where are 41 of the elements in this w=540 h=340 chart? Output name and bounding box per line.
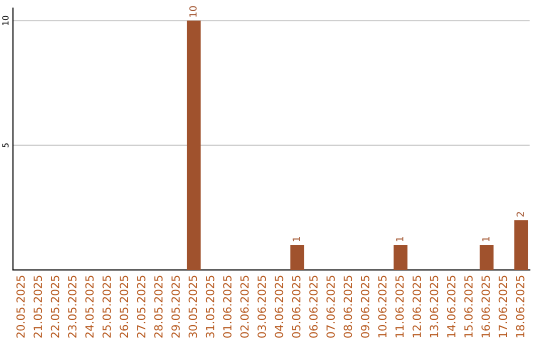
data-label: 2 (516, 212, 524, 217)
x-tick-label: 05.06.2025 (292, 276, 300, 338)
data-label: 1 (292, 236, 300, 242)
data-label: 1 (396, 236, 404, 242)
x-tick-label: 10.06.2025 (378, 276, 387, 338)
x-tick-label: 22.05.2025 (50, 276, 60, 338)
x-tick-label: 15.06.2025 (464, 276, 473, 338)
x-tick-label: 04.06.2025 (274, 276, 284, 338)
x-tick-label: 24.05.2025 (85, 276, 94, 338)
x-tick-label: 03.06.2025 (258, 276, 266, 338)
x-tick-label: 08.06.2025 (344, 276, 352, 338)
bar (394, 245, 408, 270)
x-tick-label: 30.05.2025 (188, 276, 198, 338)
x-tick-label: 31.05.2025 (206, 276, 214, 338)
x-tick-label: 14.06.2025 (447, 276, 456, 338)
bar (480, 245, 494, 270)
x-tick-label: 01.06.2025 (223, 276, 232, 338)
data-label: 1 (482, 236, 490, 242)
x-tick-label: 27.05.2025 (136, 276, 146, 338)
x-tick-label: 02.06.2025 (240, 276, 249, 338)
x-tick-label: 29.05.2025 (171, 276, 180, 338)
x-tick-label: 13.06.2025 (430, 276, 438, 338)
x-tick-label: 12.06.2025 (412, 276, 421, 338)
x-tick-label: 11.06.2025 (395, 276, 404, 338)
x-tick-label: 16.06.2025 (481, 276, 490, 338)
x-tick-label: 28.05.2025 (154, 276, 163, 338)
bar (290, 245, 304, 270)
x-tick-label: 07.06.2025 (326, 276, 335, 338)
x-tick-label: 18.06.2025 (516, 276, 524, 338)
x-tick-label: 09.06.2025 (360, 276, 370, 338)
x-tick-label: 06.06.2025 (309, 276, 318, 338)
bar (514, 220, 528, 270)
x-tick-label: 25.05.2025 (102, 276, 111, 338)
x-tick-label: 21.05.2025 (34, 276, 42, 338)
x-tick-label: 20.05.2025 (16, 276, 25, 338)
x-tick-label: 23.05.2025 (68, 276, 76, 338)
bar (186, 20, 201, 270)
y-tick-label: 5 (2, 143, 9, 148)
x-tick-label: 26.05.2025 (120, 276, 128, 338)
data-label: 10 (189, 6, 197, 17)
x-tick-label: 17.06.2025 (498, 276, 508, 338)
